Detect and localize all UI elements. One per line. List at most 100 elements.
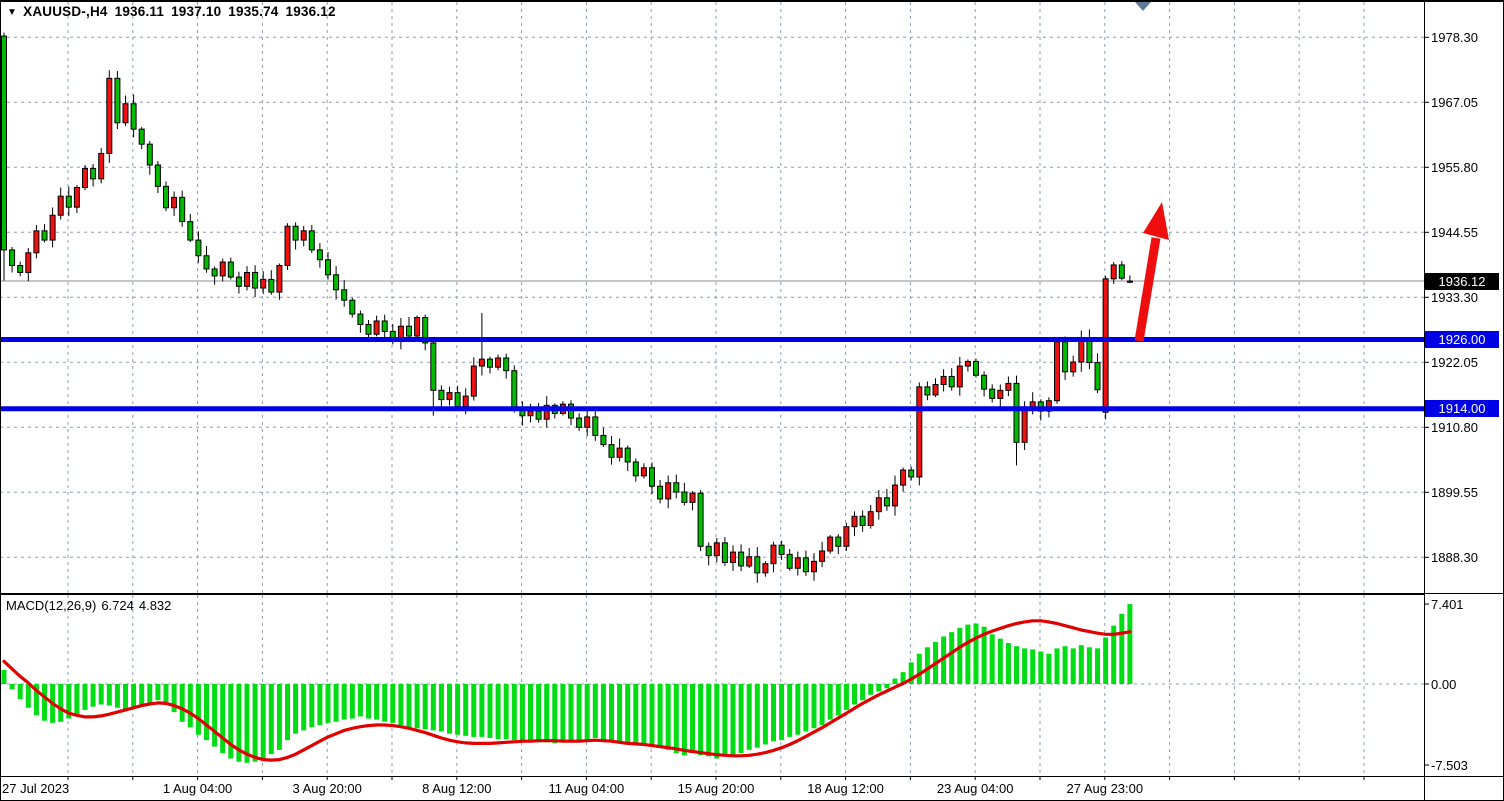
macd-histogram-bar: [42, 684, 47, 721]
candle-body: [746, 556, 753, 567]
chart-header: ▼ XAUUSD-,H4 1936.11 1937.10 1935.74 1936.12: [7, 4, 336, 19]
macd-histogram-bar: [908, 662, 914, 684]
macd-histogram-bar: [220, 684, 226, 754]
candle-body: [608, 444, 615, 458]
candle-body: [665, 482, 672, 500]
candle-body: [163, 185, 169, 209]
candle-body: [794, 557, 801, 569]
candle-body: [681, 491, 688, 503]
ohlc-close: 1936.12: [285, 4, 336, 19]
candles-layer[interactable]: [1, 32, 1133, 583]
candle-body: [154, 164, 161, 187]
macd-histogram-bar: [147, 684, 153, 704]
macd-histogram-bar: [1030, 649, 1036, 684]
candle-body: [462, 395, 469, 407]
candle-body: [122, 103, 129, 124]
macd-histogram-bar: [609, 684, 614, 743]
candle-body: [1118, 264, 1125, 279]
time-tick-label: 27 Aug 23:00: [1066, 781, 1144, 796]
candle-body: [738, 551, 745, 567]
candle-body: [802, 557, 809, 573]
macd-histogram-bar: [98, 684, 104, 705]
macd-histogram-bar: [843, 684, 849, 710]
scroll-to-end-marker-icon[interactable]: [1135, 2, 1151, 11]
symbol-period-label: XAUUSD-,H4: [23, 4, 108, 19]
macd-histogram-bar: [114, 684, 120, 708]
macd-histogram-bar: [665, 684, 671, 750]
macd-histogram-bar: [187, 684, 193, 728]
macd-histogram-bar: [803, 684, 809, 732]
symbol-dropdown-icon[interactable]: ▼: [7, 7, 18, 18]
candle-body: [503, 357, 510, 372]
macd-histogram-bar: [584, 684, 590, 741]
macd-signal-value: 4.832: [138, 598, 172, 613]
macd-histogram-bar: [236, 684, 242, 762]
macd-histogram-bar: [519, 684, 525, 741]
macd-histogram-bar: [406, 684, 412, 728]
macd-histogram-bar: [1022, 648, 1028, 684]
candle-body: [811, 560, 817, 573]
macd-histogram-bar: [58, 684, 64, 722]
candle-body: [41, 230, 48, 241]
macd-histogram-bar: [811, 684, 817, 729]
candle-body: [227, 261, 234, 278]
candle-body: [1126, 280, 1133, 283]
macd-histogram-bar: [536, 684, 542, 743]
breakout-arrow[interactable]: [1134, 202, 1169, 342]
candle-body: [827, 536, 834, 552]
candle-body: [948, 375, 955, 388]
candle-body: [1, 35, 7, 251]
macd-histogram-bar: [463, 684, 469, 736]
macd-histogram-bar: [625, 684, 631, 745]
macd-histogram-bar: [106, 684, 112, 706]
price-tick-label: 1888.30: [1431, 549, 1478, 565]
candle-body: [414, 317, 421, 337]
macd-histogram-bar: [341, 684, 347, 720]
candle-body: [819, 550, 826, 562]
candle-body: [997, 389, 1004, 399]
candle-body: [535, 410, 542, 420]
macd-histogram-bar: [325, 684, 331, 723]
price-tick-label: 1955.80: [1431, 159, 1478, 175]
macd-histogram-bar: [681, 684, 687, 756]
candle-body: [146, 143, 153, 166]
candle-body: [17, 265, 24, 273]
candle-body: [138, 128, 145, 145]
macd-histogram-bar: [349, 684, 355, 719]
macd-histogram-bar: [924, 647, 930, 684]
arrow-head: [1143, 202, 1169, 240]
candle-body: [406, 325, 412, 337]
candle-body: [600, 434, 607, 446]
macd-histogram-bar: [244, 684, 250, 763]
candle-body: [624, 447, 631, 463]
macd-histogram-bar: [487, 684, 493, 738]
candle-body: [373, 320, 380, 335]
macd-histogram-bar: [1, 669, 7, 684]
candle-body: [859, 515, 866, 527]
macd-histogram-bar: [212, 684, 218, 747]
candle-body: [1021, 409, 1028, 443]
macd-histogram-bar: [649, 684, 655, 747]
macd-histogram-bar: [293, 684, 299, 734]
macd-histogram-bar: [479, 684, 485, 737]
candle-body: [900, 469, 907, 486]
macd-histogram-bar: [414, 684, 420, 729]
macd-histogram-bar: [1038, 651, 1044, 684]
candle-body: [130, 103, 137, 130]
candle-body: [1062, 341, 1069, 373]
candle-body: [430, 342, 437, 391]
macd-histogram-bar: [592, 684, 598, 738]
macd-histogram-bar: [422, 684, 428, 730]
macd-histogram-bar: [1103, 637, 1109, 684]
candle-body: [916, 386, 923, 478]
candle-body: [73, 187, 80, 208]
time-tick-label: 18 Aug 12:00: [807, 781, 884, 796]
macd-histogram-bar: [698, 684, 704, 756]
macd-histogram-bar: [981, 626, 987, 684]
candle-body: [835, 536, 842, 547]
macd-histogram-bar: [576, 684, 582, 741]
macd-signal-line: [2, 619, 1132, 762]
macd-histogram-bar: [876, 684, 882, 692]
macd-histogram-bar: [884, 684, 890, 689]
